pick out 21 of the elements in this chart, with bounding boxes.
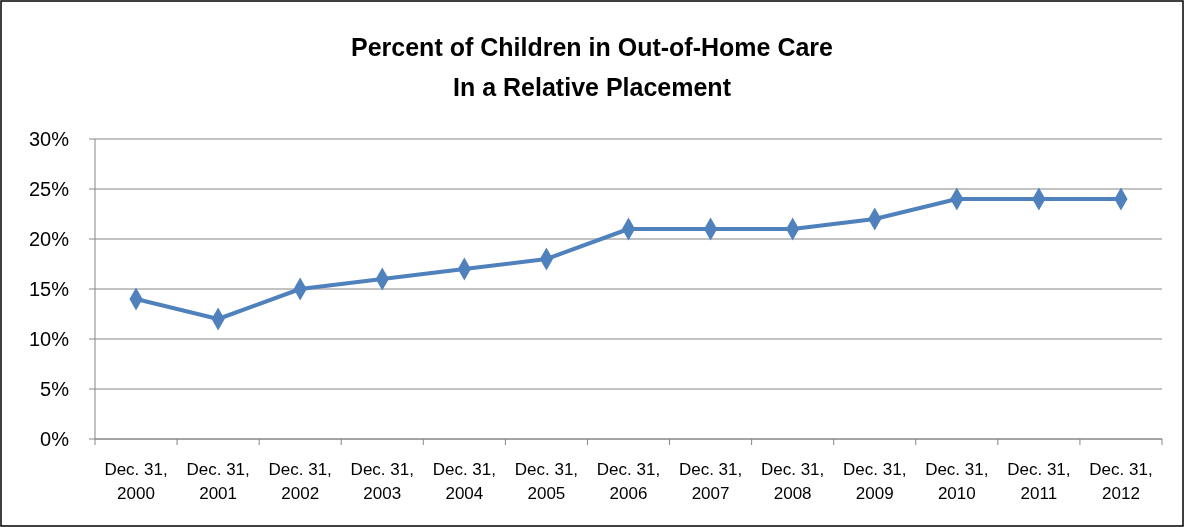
x-tick-label: Dec. 31, 2003 [350, 460, 414, 503]
x-tick-label: Dec. 31, 2008 [761, 460, 825, 503]
x-tick-label: Dec. 31, 2012 [1089, 460, 1153, 503]
x-tick-label: Dec. 31, 2004 [432, 460, 496, 503]
x-tick-label: Dec. 31, 2010 [925, 460, 989, 503]
x-tick-label: Dec. 31, 2002 [268, 460, 332, 503]
y-tick-label: 10% [28, 328, 70, 350]
x-tick-label: Dec. 31, 2009 [843, 460, 907, 503]
x-tick-label: Dec. 31, 2011 [1007, 460, 1071, 503]
x-tick-label: Dec. 31, 2001 [186, 460, 250, 503]
y-tick-label: 25% [28, 178, 70, 200]
y-tick-label: 5% [40, 378, 70, 400]
y-tick-label: 20% [28, 228, 70, 250]
y-tick-label: 15% [28, 278, 70, 300]
x-tick-label: Dec. 31, 2006 [596, 460, 661, 503]
x-tick-label: Dec. 31, 2000 [104, 460, 168, 503]
x-tick-label: Dec. 31, 2005 [514, 460, 579, 503]
chart-title: Percent of Children in Out-of-Home Care In a Relative Placement [351, 33, 834, 101]
y-tick-label: 30% [28, 128, 70, 150]
x-tick-label: Dec. 31, 2007 [678, 460, 743, 503]
y-tick-label: 0% [40, 428, 70, 450]
